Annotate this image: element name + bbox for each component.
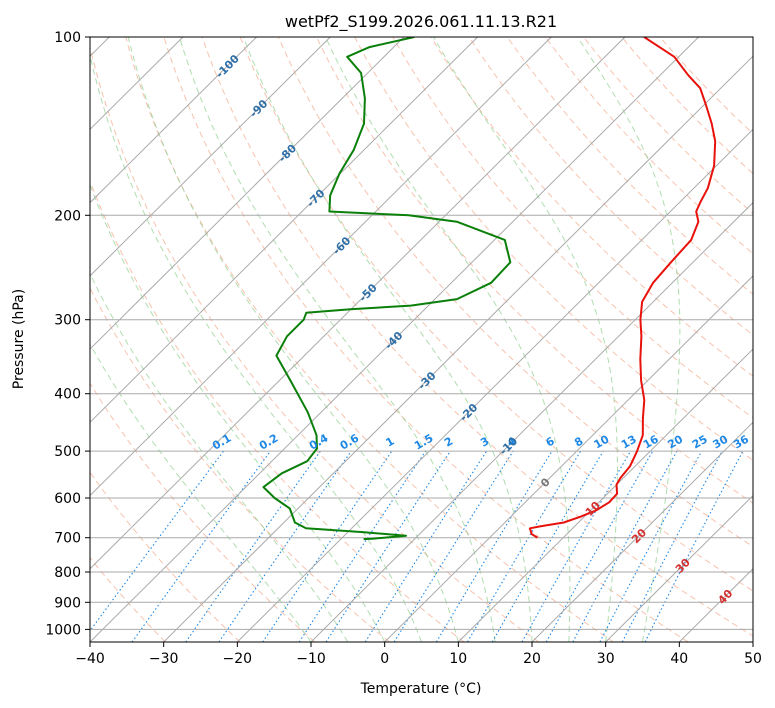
- isotherm: [90, 37, 478, 424]
- y-tick-label: 600: [54, 491, 81, 507]
- mixing-ratio-line: [185, 450, 321, 642]
- dry-adiabat: [468, 37, 753, 336]
- mixing-ratio-line: [325, 450, 451, 642]
- mixing-ratio-line: [364, 450, 488, 642]
- dry-adiabat: [316, 37, 753, 504]
- mixing-ratio-line: [467, 450, 582, 642]
- mixing-ratio-line: [491, 450, 604, 642]
- mixing-ratio-line: [572, 450, 678, 642]
- isotherm: [605, 494, 753, 642]
- isotherm: [90, 37, 699, 642]
- isotherm: [90, 37, 405, 350]
- moist-adiabat: [90, 53, 422, 642]
- x-tick-label: 30: [597, 651, 615, 667]
- mixing-ratio-line: [218, 450, 352, 642]
- dry-adiabat: [506, 37, 753, 295]
- isotherm: [531, 421, 753, 642]
- dry-adiabat: [163, 37, 689, 642]
- y-tick-label: 900: [54, 595, 81, 611]
- y-tick-label: 300: [54, 313, 81, 329]
- isobars: [90, 37, 753, 630]
- moist-adiabat: [243, 37, 533, 642]
- x-tick-label: 10: [449, 651, 467, 667]
- mixing-ratio-line: [131, 450, 271, 642]
- isotherm: [310, 201, 753, 642]
- plot-area: 0.1 0.2 0.4 0.6 1 1.5 2 3 4 6 8 10 13 16 20 25 30 36-100-…: [90, 37, 753, 642]
- isotherm: [90, 37, 626, 570]
- dry-adiabat: [354, 37, 753, 461]
- dry-adiabats: [90, 37, 753, 642]
- moist-adiabat: [577, 37, 681, 642]
- x-tick-label: −20: [223, 651, 253, 667]
- dry-adiabat: [90, 286, 390, 642]
- x-tick-label: 20: [523, 651, 541, 667]
- mixing-ratio-line: [521, 450, 632, 642]
- profile-lines: [262, 37, 717, 541]
- x-tick-label: 50: [744, 651, 762, 667]
- y-tick-label: 700: [54, 531, 81, 547]
- dry-adiabat: [201, 37, 753, 637]
- isotherm: [236, 128, 753, 642]
- moist-adiabat: [178, 37, 496, 642]
- isotherm: [384, 275, 753, 642]
- y-tick-label: 200: [54, 208, 81, 224]
- mixing-ratio-line: [599, 450, 703, 642]
- y-tick-label: 400: [54, 387, 81, 403]
- dry-adiabat: [392, 37, 753, 419]
- chart-title: wetPf2_S199.2026.061.11.13.R21: [285, 12, 557, 32]
- y-axis-ticks: 100 200 300 400 500 600 700 800 900 1000: [45, 30, 90, 638]
- plot-frame: [89, 36, 754, 643]
- moist-adiabat: [90, 272, 349, 642]
- x-axis-title: Temperature (°C): [360, 681, 482, 697]
- x-axis-ticks: −40 −30 −20 −10 0 10 20 30 40 50: [75, 642, 762, 667]
- isotherm: [90, 37, 552, 497]
- mixing-ratio-lines: [90, 450, 744, 642]
- dry-adiabat: [239, 37, 753, 592]
- dry-adiabat: [125, 37, 614, 642]
- mixing-ratio-line: [435, 450, 553, 642]
- dry-adiabat: [430, 37, 753, 377]
- y-tick-label: 100: [54, 30, 81, 46]
- profile-line: [262, 37, 512, 541]
- x-tick-label: 0: [380, 651, 389, 667]
- moist-adiabat: [325, 37, 571, 642]
- dry-adiabat: [583, 37, 753, 215]
- isotherm: [163, 55, 753, 642]
- moist-adiabat: [90, 183, 386, 642]
- mixing-ratio-line: [393, 450, 514, 642]
- isotherm: [90, 37, 257, 204]
- x-tick-label: −40: [75, 651, 105, 667]
- y-tick-label: 1000: [45, 622, 81, 638]
- x-tick-label: −10: [296, 651, 326, 667]
- dry-adiabat: [90, 382, 316, 642]
- moist-adiabat: [127, 37, 459, 642]
- isotherms: [90, 37, 753, 642]
- isotherm: [457, 348, 753, 642]
- profile-line: [529, 37, 717, 539]
- y-tick-label: 800: [54, 565, 81, 581]
- dry-adiabat: [90, 180, 465, 642]
- y-tick-label: 500: [54, 444, 81, 460]
- y-axis-title: Pressure (hPa): [11, 289, 27, 389]
- x-tick-label: 40: [670, 651, 688, 667]
- isotherm: [90, 37, 331, 277]
- dry-adiabat: [90, 45, 540, 642]
- dry-adiabat: [277, 37, 753, 548]
- x-tick-label: −30: [149, 651, 179, 667]
